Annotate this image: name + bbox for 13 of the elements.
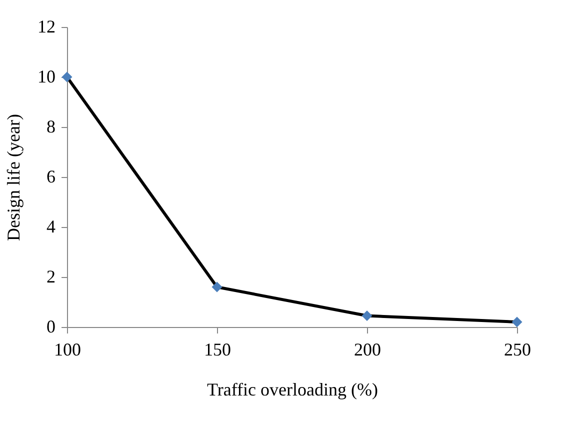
x-tick-label: 250 <box>504 340 531 360</box>
y-tick-label: 4 <box>46 216 56 236</box>
y-tick-label: 6 <box>46 166 56 186</box>
x-axis-title: Traffic overloading (%) <box>207 380 378 400</box>
y-tick-label: 2 <box>46 266 56 286</box>
y-tick-label: 8 <box>46 116 56 136</box>
x-tick-label: 200 <box>354 340 381 360</box>
y-axis-title: Design life (year) <box>4 114 24 241</box>
y-tick-label: 12 <box>38 16 56 36</box>
x-tick-label: 150 <box>204 340 231 360</box>
y-tick-label: 0 <box>46 316 56 336</box>
x-tick-label: 100 <box>54 340 81 360</box>
y-tick-label: 10 <box>38 66 56 86</box>
